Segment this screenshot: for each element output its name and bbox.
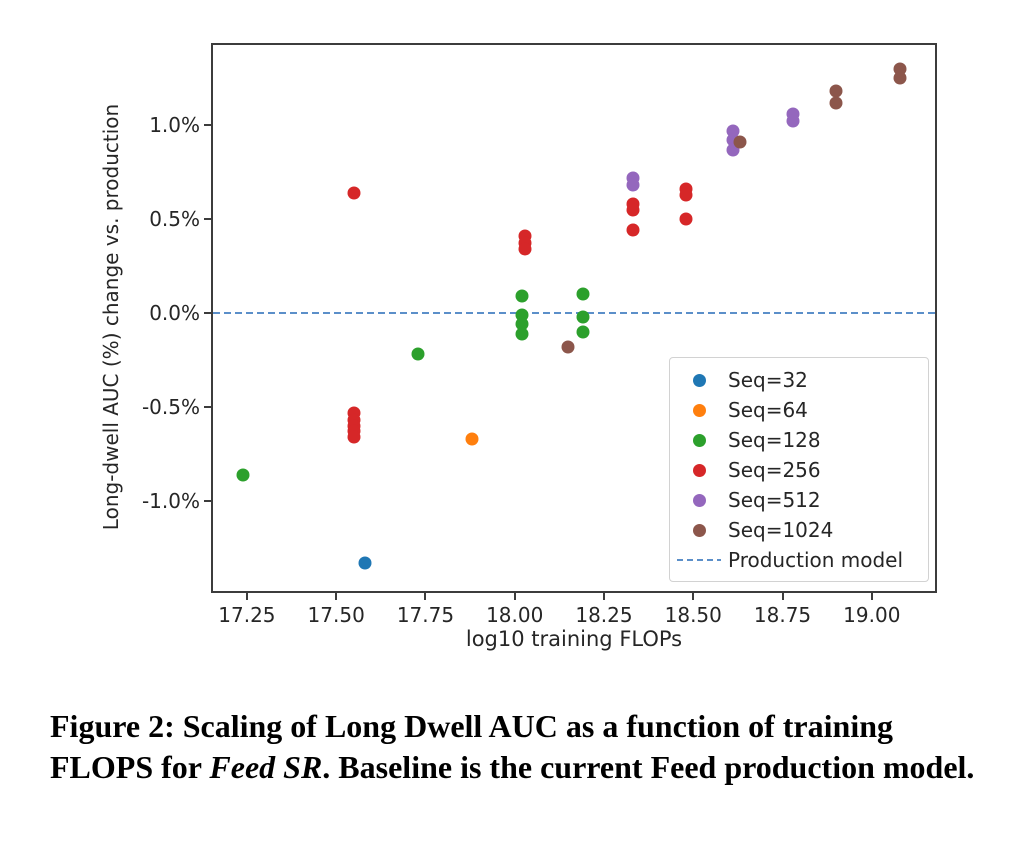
data-point-seq-512 [626,178,640,192]
x-axis-tick [602,593,605,600]
legend-item: Seq=512 [670,485,928,515]
legend-item: Seq=128 [670,425,928,455]
legend-marker-dot [692,463,706,477]
y-tick-label: -0.5% [141,394,200,419]
y-tick-label: 1.0% [149,113,200,138]
data-point-seq-128 [576,310,590,324]
x-tick-label: 18.50 [664,603,722,627]
legend-marker-dot [692,493,706,507]
x-tick-label: 18.25 [575,603,633,627]
figure-caption: Figure 2: Scaling of Long Dwell AUC as a… [50,706,995,788]
caption-text-prefix: Figure 2: Scaling of Long Dwell AUC as a… [50,708,893,785]
data-point-seq-256 [626,223,640,237]
production-baseline-line [213,312,935,315]
legend-marker-cell [670,559,728,561]
x-axis-tick [335,593,338,600]
legend-item-label: Seq=128 [728,428,821,452]
x-tick-label: 17.50 [307,603,365,627]
data-point-seq-256 [679,212,693,226]
legend-marker-cell [670,493,728,507]
x-tick-label: 17.25 [218,603,276,627]
x-axis-label: log10 training FLOPs [465,627,683,651]
legend-marker-cell [670,463,728,477]
data-point-seq-1024 [829,84,843,98]
legend-dashed-line-sample [677,559,721,561]
legend: Seq=32 Seq=64 Seq=128 Seq=256 Seq=512 Seq=102… [669,357,929,582]
x-axis-tick [513,593,516,600]
data-point-seq-128 [515,289,529,303]
data-point-seq-128 [576,325,590,339]
y-axis-tick [204,499,211,502]
caption-text-suffix: . Baseline is the current Feed productio… [322,749,975,785]
legend-item-label: Seq=256 [728,458,821,482]
data-point-seq-256 [347,186,361,200]
legend-item: Seq=64 [670,395,928,425]
data-point-seq-64 [465,432,479,446]
x-tick-label: 18.75 [753,603,812,627]
legend-marker-cell [670,523,728,537]
y-tick-label: 0.5% [149,207,200,232]
legend-item: Production model [670,545,928,575]
data-point-seq-1024 [561,340,575,354]
legend-marker-cell [670,433,728,447]
legend-item-label: Seq=32 [728,368,808,392]
data-point-seq-256 [347,430,361,444]
data-point-seq-128 [236,468,250,482]
legend-marker-dot [692,433,706,447]
legend-item: Seq=1024 [670,515,928,545]
legend-item-label: Seq=64 [728,398,808,422]
y-tick-label: -1.0% [141,488,200,513]
y-axis-tick [204,312,211,315]
data-point-seq-1024 [733,135,747,149]
caption-text-italic: Feed SR [209,749,323,785]
legend-marker-dot [692,523,706,537]
y-axis-tick [204,405,211,408]
legend-item-label: Seq=1024 [728,518,834,542]
y-tick-label: 0.0% [149,301,200,326]
legend-item-label: Seq=512 [728,488,821,512]
x-tick-label: 19.00 [843,603,901,627]
legend-marker-cell [670,403,728,417]
x-axis-tick [424,593,427,600]
legend-item: Seq=256 [670,455,928,485]
data-point-seq-1024 [829,96,843,109]
x-tick-label: 17.75 [396,603,455,627]
scatter-plot-area: Seq=32 Seq=64 Seq=128 Seq=256 Seq=512 Seq=102… [142,43,937,627]
data-point-seq-128 [576,287,590,301]
legend-item: Seq=32 [670,365,928,395]
data-point-seq-256 [626,203,640,217]
legend-marker-dot [692,373,706,387]
y-axis-tick [204,218,211,221]
legend-marker-cell [670,373,728,387]
x-axis-tick [245,593,248,600]
x-tick-label: 18.00 [486,603,544,627]
data-point-seq-128 [411,347,425,361]
x-axis-tick [781,593,784,600]
data-point-seq-512 [786,114,800,128]
legend-item-label: Production model [728,548,904,572]
data-point-seq-256 [679,188,693,202]
x-axis-tick [870,593,873,600]
y-axis-tick [204,124,211,127]
data-point-seq-1024 [893,71,907,85]
data-point-seq-128 [515,327,529,341]
data-point-seq-32 [358,556,372,570]
y-axis-label: Long-dwell AUC (%) change vs. production [99,103,123,531]
data-point-seq-256 [518,242,532,256]
legend-marker-dot [692,403,706,417]
x-axis-tick [692,593,695,600]
